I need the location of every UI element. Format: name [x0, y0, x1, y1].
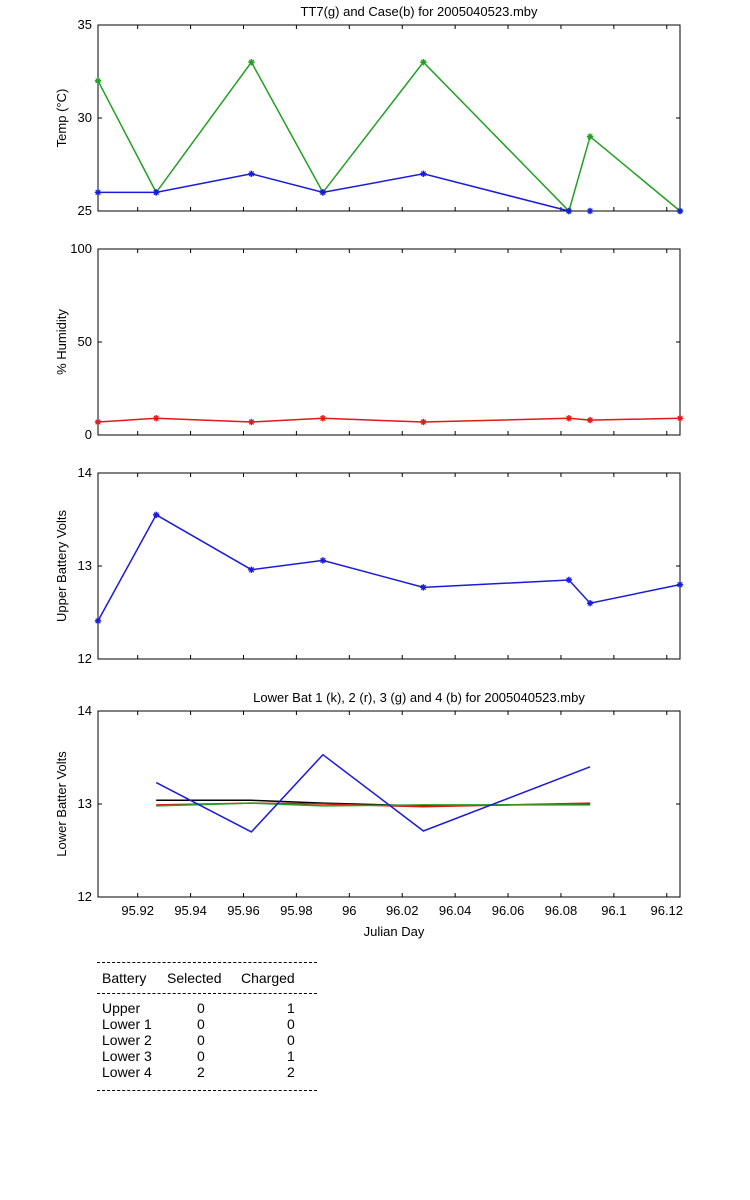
y-tick-label: 14 [78, 465, 92, 480]
y-axis-label: Temp (°C) [54, 89, 69, 148]
y-tick-label: 12 [78, 651, 92, 666]
data-point [420, 419, 427, 425]
charged-value: 0 [287, 1016, 295, 1032]
data-point [587, 417, 593, 423]
data-point [153, 512, 159, 518]
table-row: Lower 4 2 2 [97, 1064, 317, 1080]
x-tick-label: 96.08 [545, 903, 578, 918]
selected-value: 0 [197, 1000, 205, 1016]
data-point [566, 577, 572, 583]
y-tick-label: 14 [78, 703, 92, 718]
table-row: Lower 1 0 0 [97, 1016, 317, 1032]
y-tick-label: 50 [78, 334, 92, 349]
table-bottom-divider [97, 1090, 317, 1091]
data-point [320, 189, 326, 196]
y-axis-label: Lower Batter Volts [54, 751, 69, 857]
series-line [155, 753, 591, 833]
chart-title: Lower Bat 1 (k), 2 (r), 3 (g) and 4 (b) … [253, 690, 585, 705]
table-row: Upper 0 1 [97, 1000, 317, 1016]
table-row: Lower 3 0 1 [97, 1048, 317, 1064]
series-line [97, 60, 681, 213]
x-tick-label: 96.12 [650, 903, 683, 918]
x-tick-label: 95.96 [227, 903, 260, 918]
plot-frame [97, 248, 681, 436]
header-selected: Selected [167, 970, 222, 986]
data-point [248, 171, 255, 177]
data-point [587, 208, 593, 214]
data-point [95, 618, 101, 624]
x-tick-label: 96.1 [601, 903, 626, 918]
data-point [153, 415, 159, 421]
x-tick-label: 96.02 [386, 903, 419, 918]
charged-value: 2 [287, 1064, 295, 1080]
y-axis-label: Upper Battery Volts [54, 510, 69, 622]
data-point [420, 171, 427, 177]
battery-name: Lower 2 [102, 1032, 152, 1048]
battery-name: Lower 4 [102, 1064, 152, 1080]
data-point [587, 133, 593, 140]
series-line [97, 513, 681, 622]
x-tick-label: 95.94 [174, 903, 207, 918]
battery-name: Lower 3 [102, 1048, 152, 1064]
header-charged: Charged [241, 970, 295, 986]
y-tick-label: 35 [78, 17, 92, 32]
plot-frame [97, 472, 681, 660]
data-point [677, 415, 683, 421]
y-axis-label: % Humidity [54, 309, 69, 375]
y-tick-label: 100 [70, 241, 92, 256]
selected-value: 0 [197, 1048, 205, 1064]
data-point [420, 59, 427, 65]
data-point [95, 78, 101, 84]
data-point [566, 208, 572, 214]
x-tick-label: 96.04 [439, 903, 472, 918]
series-line [97, 417, 681, 423]
selected-value: 2 [197, 1064, 205, 1080]
y-tick-label: 13 [78, 558, 92, 573]
data-point [248, 419, 255, 425]
data-point [587, 600, 593, 606]
charts-canvas: 25 30 35 TT7(g) and Case(b) for 2005040523.… [54, 4, 684, 939]
data-point [95, 419, 101, 425]
data-point [677, 581, 683, 588]
table-header-divider [97, 993, 317, 994]
selected-value: 0 [197, 1016, 205, 1032]
battery-status-table: Battery Selected Charged Upper 0 1 Lower… [97, 962, 317, 1091]
y-tick-label: 30 [78, 110, 92, 125]
data-point [420, 584, 427, 591]
data-point [153, 189, 159, 196]
series-line [156, 802, 591, 807]
x-axis-label: Julian Day [364, 924, 425, 939]
plot-frame [97, 24, 681, 212]
header-battery: Battery [102, 970, 147, 986]
selected-value: 0 [197, 1032, 205, 1048]
battery-name: Upper [102, 1000, 141, 1016]
data-point [320, 415, 326, 421]
battery-name: Lower 1 [102, 1016, 152, 1032]
data-point [248, 59, 255, 65]
x-tick-label: 96.06 [492, 903, 525, 918]
y-tick-label: 13 [78, 796, 92, 811]
y-tick-label: 12 [78, 889, 92, 904]
data-point [95, 189, 101, 196]
charged-value: 1 [287, 1048, 295, 1064]
table-top-divider [97, 962, 317, 963]
x-tick-label: 96 [342, 903, 356, 918]
table-body: Upper 0 1 Lower 1 0 0 Lower 2 0 0 Lower … [97, 994, 317, 1090]
y-tick-label: 0 [85, 427, 92, 442]
y-tick-label: 25 [78, 203, 92, 218]
data-point [566, 415, 572, 421]
charged-value: 1 [287, 1000, 295, 1016]
chart-title: TT7(g) and Case(b) for 2005040523.mby [300, 4, 538, 19]
charged-value: 0 [287, 1032, 295, 1048]
x-tick-label: 95.98 [280, 903, 313, 918]
data-point [248, 566, 255, 573]
series-line [98, 173, 570, 212]
x-tick-label: 95.92 [121, 903, 154, 918]
table-row: Lower 2 0 0 [97, 1032, 317, 1048]
data-point [320, 557, 326, 564]
data-point [677, 208, 683, 214]
table-header-row: Battery Selected Charged [97, 963, 317, 993]
